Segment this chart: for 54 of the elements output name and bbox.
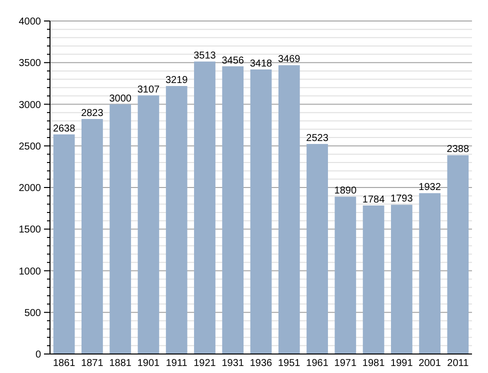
data-label: 2823 [81,108,104,119]
x-tick-label: 1971 [334,358,357,369]
bar [110,104,132,354]
data-label: 3456 [222,55,244,66]
bar [362,205,384,354]
bar [82,118,103,354]
x-tick-label: 1936 [250,358,273,369]
x-tick-label: 1861 [52,358,76,369]
bar [53,134,75,354]
data-label: 1793 [390,194,414,205]
y-tick-label: 0 [35,350,42,360]
x-tick-label: 1911 [166,358,188,369]
data-label: 3107 [137,84,160,96]
data-label: 1890 [334,186,357,197]
data-label: 3000 [109,93,132,104]
bar [419,193,440,354]
y-tick-label: 4000 [18,16,42,28]
data-label: 2523 [306,132,329,144]
x-tick-label: 1921 [194,358,216,369]
data-label: 3513 [194,50,216,62]
x-tick-label: 1871 [81,358,104,369]
x-tick-label: 1901 [137,358,160,369]
y-tick-label: 3500 [18,58,42,70]
y-tick-label: 1500 [18,224,42,236]
bar [390,204,412,354]
y-tick-label: 2000 [18,183,42,194]
x-tick-label: 1981 [362,358,386,369]
bar [306,144,328,354]
data-label: 2638 [52,123,76,134]
x-tick-label: 1951 [278,358,301,369]
data-label: 3469 [278,54,301,66]
bar [194,62,216,354]
x-tick-label: 1881 [109,358,132,369]
data-label: 3418 [250,58,273,70]
x-tick-label: 1961 [306,358,329,369]
data-label: 1784 [362,194,386,206]
bar [222,66,244,354]
y-tick-label: 1000 [18,266,42,278]
data-label: 2388 [446,144,470,156]
data-label: 3219 [165,75,188,86]
bar [166,86,188,354]
data-label: 1932 [418,182,442,194]
bar [138,95,160,354]
x-tick-label: 1991 [390,358,414,369]
bar [447,155,469,354]
y-tick-label: 500 [24,308,42,319]
bar [250,69,272,354]
x-tick-label: 2011 [447,358,470,369]
bar [278,65,300,354]
x-tick-label: 1931 [222,358,244,369]
y-tick-label: 3000 [18,100,42,111]
bar [334,196,356,354]
x-tick-label: 2001 [418,358,442,369]
y-tick-label: 2500 [18,141,42,152]
